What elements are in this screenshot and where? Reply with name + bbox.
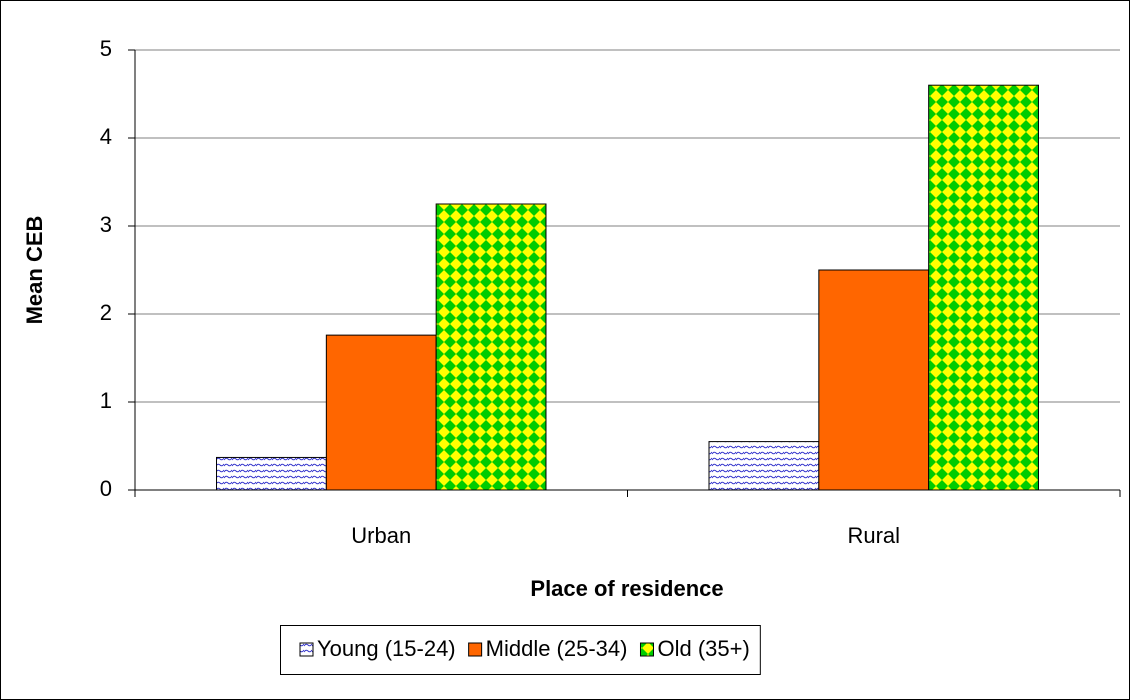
- bar: [708, 441, 820, 491]
- bar: [818, 269, 930, 491]
- bar: [216, 456, 327, 491]
- legend-swatch: [299, 642, 314, 657]
- y-tick-label: 5: [100, 36, 112, 61]
- legend-swatch: [639, 642, 654, 657]
- y-axis-title: Mean CEB: [22, 216, 47, 325]
- legend-label: Middle (25-34): [486, 636, 628, 661]
- legend-box: [280, 625, 761, 675]
- y-tick-label: 3: [100, 212, 112, 237]
- y-tick-label: 0: [100, 476, 112, 501]
- legend: Young (15-24) Middle (25-34) Old (35+): [280, 625, 761, 675]
- y-tick-label: 1: [100, 388, 112, 413]
- y-tick-label: 2: [100, 300, 112, 325]
- bar: [928, 84, 1039, 491]
- x-tick-label: Urban: [351, 523, 411, 548]
- bar: [325, 334, 437, 491]
- legend-swatch: [468, 642, 483, 657]
- x-axis-title: Place of residence: [530, 576, 723, 601]
- legend-label: Young (15-24): [317, 636, 456, 661]
- legend-label: Old (35+): [657, 636, 749, 661]
- x-tick-label: Rural: [847, 523, 900, 548]
- y-tick-label: 4: [100, 124, 112, 149]
- bar: [435, 203, 547, 491]
